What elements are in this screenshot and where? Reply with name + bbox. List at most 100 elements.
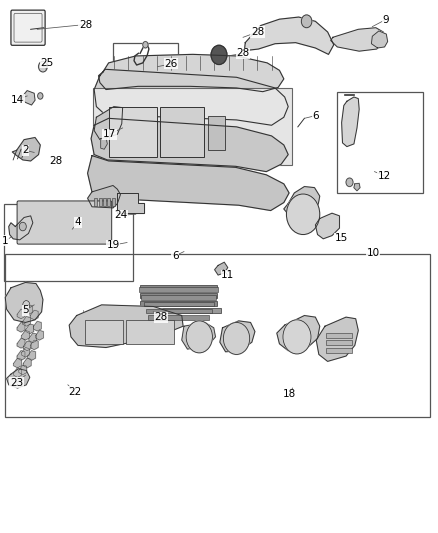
Text: 23: 23 <box>10 378 23 387</box>
Text: 22: 22 <box>68 387 81 397</box>
Bar <box>126 320 174 344</box>
Text: 28: 28 <box>155 312 168 322</box>
Text: 18: 18 <box>283 390 296 399</box>
Bar <box>144 302 214 306</box>
Polygon shape <box>220 321 255 352</box>
Bar <box>337 92 423 193</box>
Polygon shape <box>23 341 31 351</box>
Circle shape <box>211 45 227 64</box>
Bar <box>99 198 102 206</box>
Polygon shape <box>215 262 228 275</box>
Circle shape <box>38 93 43 99</box>
Polygon shape <box>99 54 284 92</box>
Polygon shape <box>14 368 21 377</box>
Polygon shape <box>21 91 35 105</box>
Bar <box>4 204 133 281</box>
Bar <box>326 333 352 338</box>
Polygon shape <box>244 17 334 54</box>
Text: 25: 25 <box>41 58 54 68</box>
Circle shape <box>283 320 311 354</box>
Text: 10: 10 <box>367 248 380 258</box>
Text: 28: 28 <box>251 27 264 37</box>
Bar <box>140 293 217 298</box>
Polygon shape <box>17 351 25 360</box>
Polygon shape <box>5 282 43 322</box>
Polygon shape <box>69 305 183 348</box>
Polygon shape <box>25 305 32 314</box>
Polygon shape <box>35 330 43 340</box>
Bar <box>208 116 225 150</box>
Bar <box>160 107 204 157</box>
Polygon shape <box>17 338 25 348</box>
Bar <box>94 198 97 206</box>
Bar <box>113 43 178 88</box>
Circle shape <box>19 222 26 231</box>
Text: 4: 4 <box>74 217 81 227</box>
Bar <box>141 295 216 300</box>
Text: 5: 5 <box>22 305 29 315</box>
Polygon shape <box>94 69 288 125</box>
Text: 15: 15 <box>335 233 348 243</box>
Text: 28: 28 <box>237 49 250 58</box>
Circle shape <box>286 194 320 235</box>
Polygon shape <box>7 369 30 388</box>
FancyBboxPatch shape <box>11 10 45 45</box>
Polygon shape <box>91 118 288 172</box>
Text: 9: 9 <box>382 15 389 25</box>
Polygon shape <box>94 107 123 140</box>
Bar <box>85 320 123 344</box>
Polygon shape <box>28 351 35 360</box>
Text: 24: 24 <box>114 211 127 220</box>
Polygon shape <box>30 310 38 320</box>
Polygon shape <box>371 31 388 48</box>
Bar <box>140 301 217 306</box>
Circle shape <box>346 178 353 187</box>
Polygon shape <box>17 322 25 332</box>
Circle shape <box>23 301 30 309</box>
Polygon shape <box>33 321 41 331</box>
Polygon shape <box>9 216 33 240</box>
Bar <box>112 198 115 206</box>
Bar <box>326 348 352 353</box>
Polygon shape <box>342 97 359 147</box>
Bar <box>139 287 218 292</box>
Polygon shape <box>315 213 339 239</box>
Polygon shape <box>182 322 215 349</box>
Bar <box>103 198 106 206</box>
Bar <box>326 340 352 345</box>
Text: 11: 11 <box>221 270 234 280</box>
Text: 6: 6 <box>172 251 179 261</box>
Polygon shape <box>19 365 27 375</box>
Text: 14: 14 <box>11 95 24 104</box>
Text: 28: 28 <box>49 157 63 166</box>
Bar <box>107 198 110 206</box>
Polygon shape <box>29 333 37 343</box>
Circle shape <box>301 15 312 28</box>
Text: 12: 12 <box>378 171 391 181</box>
Bar <box>140 285 217 290</box>
Polygon shape <box>23 358 31 368</box>
Polygon shape <box>21 330 29 340</box>
Polygon shape <box>22 317 30 326</box>
Bar <box>148 315 209 320</box>
Polygon shape <box>21 348 29 357</box>
Polygon shape <box>284 187 320 219</box>
Text: 6: 6 <box>312 111 319 120</box>
Polygon shape <box>316 317 358 361</box>
Polygon shape <box>88 185 120 208</box>
Polygon shape <box>331 28 385 51</box>
Bar <box>5 254 430 417</box>
Polygon shape <box>101 138 107 149</box>
Polygon shape <box>17 309 25 319</box>
Bar <box>93 88 292 165</box>
Text: 19: 19 <box>106 240 120 250</box>
Polygon shape <box>26 324 34 334</box>
FancyBboxPatch shape <box>17 201 112 244</box>
Bar <box>109 107 157 157</box>
Polygon shape <box>277 316 320 351</box>
Text: 17: 17 <box>103 130 116 139</box>
Circle shape <box>186 321 212 353</box>
Text: 2: 2 <box>22 146 29 155</box>
Polygon shape <box>14 358 21 368</box>
Text: 26: 26 <box>164 59 177 69</box>
